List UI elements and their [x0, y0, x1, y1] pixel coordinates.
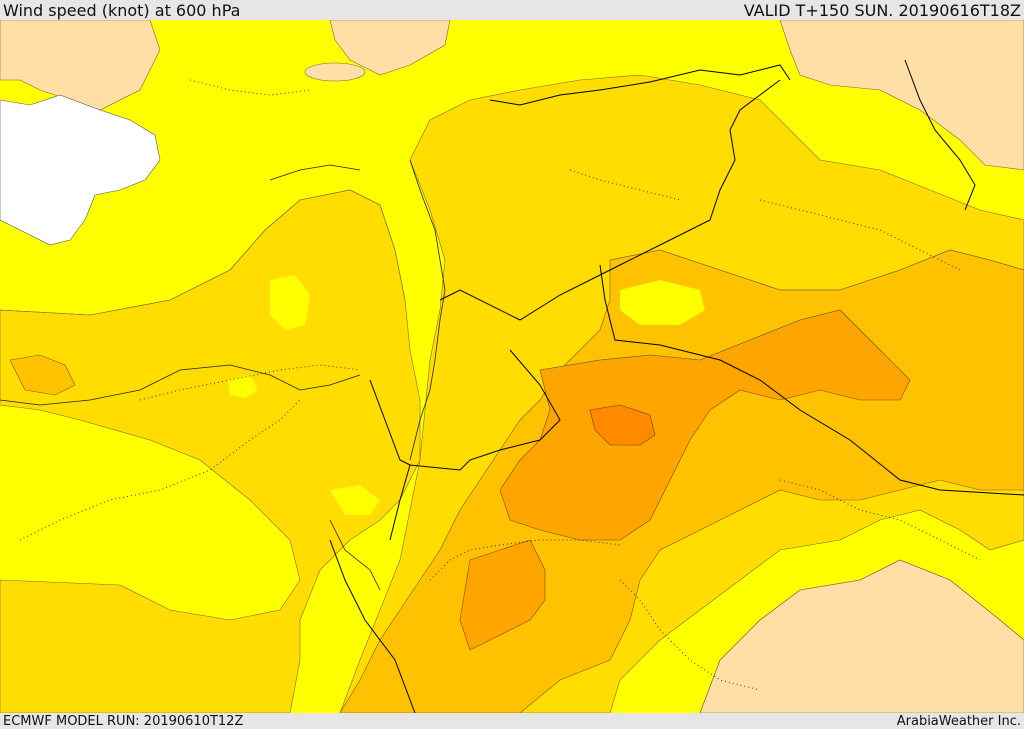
country-borders: [329, 59, 1024, 713]
contour-lines: [0, 189, 1024, 713]
map-header: Wind speed (knot) at 600 hPa VALID T+150…: [0, 0, 1024, 20]
band-yellow-blob4: [228, 375, 258, 398]
band-yellow-blob2: [330, 485, 380, 515]
band-yellow-blob1: [270, 275, 310, 330]
map-canvas: [0, 20, 1024, 713]
coastlines: [0, 159, 446, 591]
map-title: Wind speed (knot) at 600 hPa: [3, 0, 241, 20]
band-light-ne: [779, 20, 1024, 171]
band-light-n1: [329, 20, 451, 76]
model-run: ECMWF MODEL RUN: 20190610T12Z: [3, 713, 244, 729]
wind-speed-map: [0, 20, 1024, 713]
band-yellow-blob3: [620, 280, 705, 325]
sea-white: [0, 94, 161, 246]
province-boundaries: [19, 79, 981, 691]
credit: ArabiaWeather Inc.: [896, 713, 1021, 729]
band-light-blob5: [304, 62, 366, 82]
band-deep-orange: [589, 404, 656, 446]
valid-time: VALID T+150 SUN. 20190616T18Z: [743, 0, 1021, 20]
band-orange-south: [459, 539, 546, 651]
map-footer: ECMWF MODEL RUN: 20190610T12Z ArabiaWeat…: [0, 713, 1024, 729]
band-orange-west: [9, 354, 76, 396]
